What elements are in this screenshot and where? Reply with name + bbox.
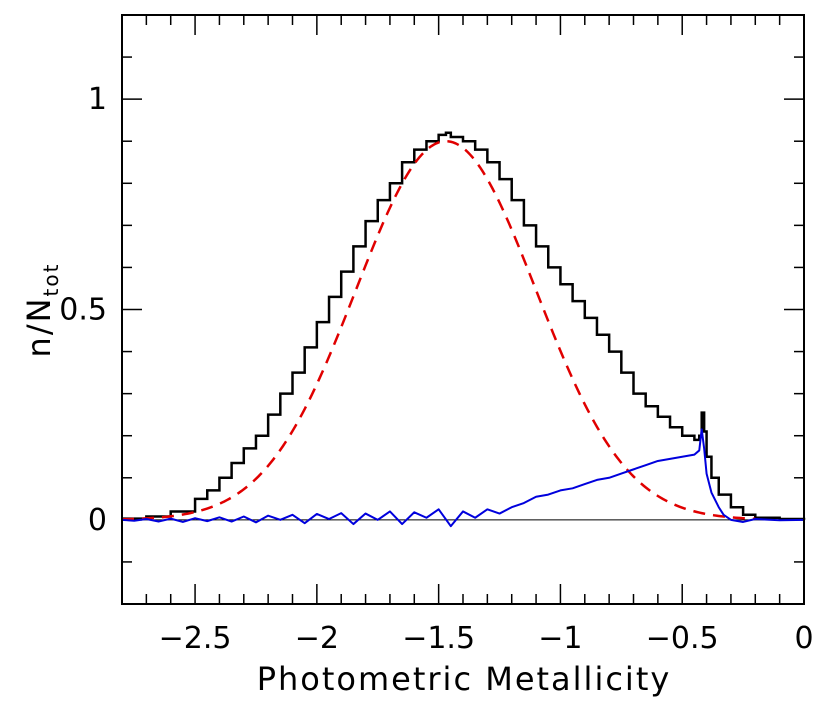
x-tick-label: −2.5 [159,621,232,656]
x-axis-title: Photometric Metallicity [257,660,672,698]
y-tick-label: 0 [88,503,107,538]
x-tick-label: −1.5 [402,621,475,656]
y-axis-title-main: n/N [20,296,58,357]
gaussian-fit-curve [121,139,756,521]
tick-labels: −2.5 −2 −1.5 −1 −0.5 0 0 0.5 1 [59,82,813,656]
x-tick-label: −1 [538,621,582,656]
plot-frame [121,14,805,605]
y-tick-label: 0.5 [59,293,107,328]
y-tick-label: 1 [88,82,107,117]
residual-curve [121,428,805,528]
y-axis-title: n/Ntot [20,263,63,358]
y-axis-title-sub: tot [39,263,63,297]
series-layer [121,131,806,528]
x-tick-label: 0 [794,621,813,656]
observed-histogram [122,131,806,521]
axis-ticks [121,14,805,605]
x-tick-label: −2 [295,621,339,656]
x-tick-label: −0.5 [646,621,719,656]
